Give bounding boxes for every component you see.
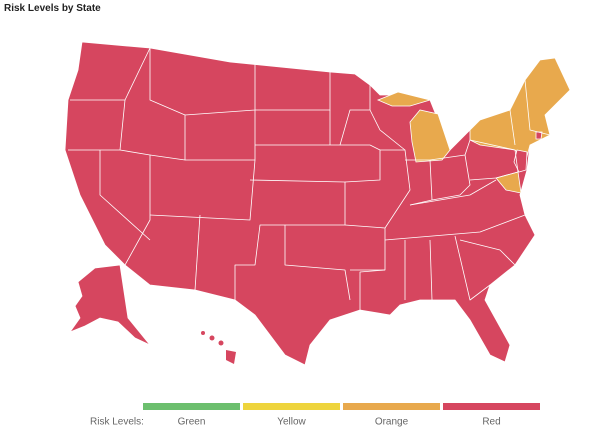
title: Risk Levels by State	[4, 3, 101, 14]
state-region	[218, 340, 224, 346]
state-region	[209, 335, 215, 341]
legend-swatch	[143, 403, 240, 410]
state-region	[68, 264, 151, 346]
map	[64, 41, 571, 366]
hawaii	[201, 331, 236, 364]
legend-items: Green Yellow Orange Red	[143, 403, 540, 428]
legend-label: Risk Levels:	[90, 417, 144, 428]
legend-swatch	[343, 403, 440, 410]
state-region	[535, 131, 543, 140]
legend: Risk Levels: Green Yellow Orange Red	[90, 403, 540, 428]
state-region	[409, 109, 451, 163]
state-region	[64, 41, 571, 366]
state-borders	[68, 47, 551, 310]
state-region	[469, 57, 571, 161]
state-region	[226, 350, 236, 364]
legend-item-label: Yellow	[277, 417, 306, 428]
legend-item-label: Red	[482, 417, 500, 428]
legend-item-label: Orange	[375, 417, 409, 428]
legend-swatch	[243, 403, 340, 410]
state-region	[376, 91, 432, 107]
legend-item-label: Green	[178, 417, 206, 428]
legend-swatch	[443, 403, 540, 410]
state-region	[201, 331, 205, 335]
